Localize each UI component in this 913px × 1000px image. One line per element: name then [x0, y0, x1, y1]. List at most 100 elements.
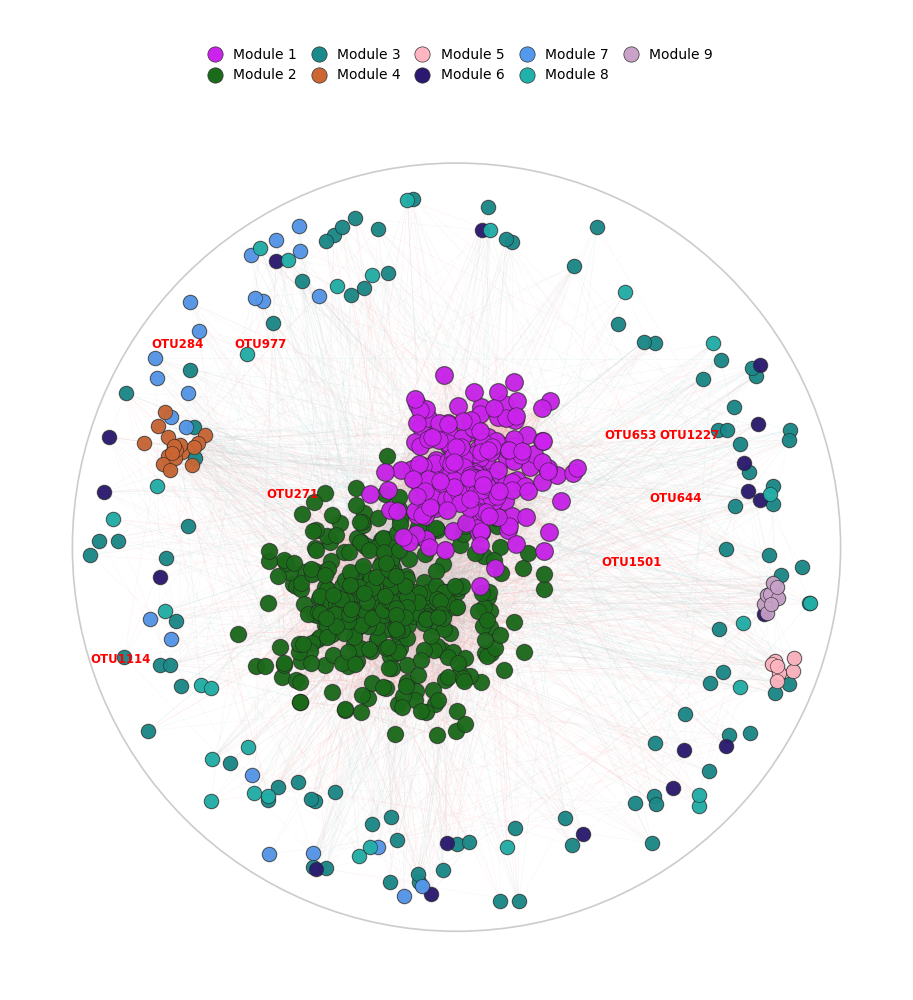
Point: [481, 508, 496, 524]
Point: [372, 594, 386, 610]
Point: [702, 675, 717, 691]
Point: [393, 599, 407, 615]
Point: [311, 631, 326, 647]
Point: [414, 603, 428, 619]
Point: [446, 523, 460, 539]
Point: [498, 410, 513, 426]
Point: [450, 444, 465, 460]
Point: [476, 618, 490, 634]
Point: [359, 612, 373, 628]
Point: [157, 404, 172, 420]
Point: [384, 564, 399, 580]
Point: [382, 568, 396, 584]
Point: [472, 477, 487, 493]
Point: [782, 422, 797, 438]
Point: [342, 544, 357, 560]
Point: [518, 478, 532, 494]
Point: [467, 470, 482, 486]
Point: [782, 676, 796, 692]
Point: [399, 587, 414, 603]
Point: [342, 544, 357, 560]
Point: [319, 610, 333, 626]
Point: [491, 484, 506, 500]
Point: [785, 663, 800, 679]
Point: [419, 608, 434, 624]
Point: [163, 409, 178, 425]
Point: [628, 795, 643, 811]
Point: [498, 231, 513, 247]
Point: [466, 420, 480, 436]
Point: [455, 578, 469, 594]
Point: [456, 489, 471, 505]
Point: [757, 606, 771, 622]
Point: [450, 584, 465, 600]
Point: [358, 538, 373, 554]
Point: [385, 579, 400, 595]
Point: [173, 437, 187, 453]
Point: [454, 439, 468, 455]
Point: [318, 617, 332, 633]
Point: [261, 792, 276, 808]
Point: [399, 630, 414, 646]
Point: [371, 590, 385, 606]
Point: [414, 652, 428, 668]
Point: [415, 603, 430, 619]
Point: [507, 614, 521, 630]
Point: [429, 563, 444, 579]
Point: [400, 657, 415, 673]
Point: [152, 569, 167, 585]
Point: [541, 462, 556, 478]
Point: [333, 591, 348, 607]
Point: [467, 545, 482, 561]
Point: [361, 576, 375, 592]
Point: [417, 642, 432, 658]
Point: [348, 656, 362, 672]
Point: [467, 490, 482, 506]
Point: [344, 601, 359, 617]
Point: [280, 252, 295, 268]
Point: [337, 600, 352, 616]
Point: [464, 469, 478, 485]
Point: [387, 619, 402, 635]
Point: [119, 385, 133, 401]
Point: [244, 247, 258, 263]
Point: [459, 486, 474, 502]
Point: [301, 606, 316, 622]
Point: [567, 258, 582, 274]
Point: [277, 552, 291, 568]
Point: [457, 518, 472, 534]
Point: [449, 836, 464, 852]
Point: [313, 591, 328, 607]
Point: [309, 522, 323, 538]
Point: [451, 398, 466, 414]
Point: [204, 793, 218, 809]
Point: [448, 467, 463, 483]
Point: [410, 866, 425, 882]
Point: [357, 585, 372, 601]
Point: [362, 839, 377, 855]
Point: [453, 491, 467, 507]
Point: [349, 480, 363, 496]
Point: [337, 600, 352, 616]
Point: [364, 675, 379, 691]
Point: [537, 543, 551, 559]
Point: [392, 593, 406, 609]
Point: [666, 780, 680, 796]
Point: [407, 692, 422, 708]
Point: [295, 506, 310, 522]
Point: [343, 287, 358, 303]
Point: [181, 518, 195, 534]
Point: [648, 796, 663, 812]
Point: [293, 674, 308, 690]
Point: [447, 479, 462, 495]
Point: [424, 581, 438, 597]
Point: [414, 603, 428, 619]
Point: [456, 462, 470, 478]
Point: [412, 456, 426, 472]
Point: [371, 629, 385, 645]
Point: [308, 563, 322, 579]
Point: [411, 519, 425, 535]
Point: [187, 419, 202, 435]
Point: [390, 525, 404, 541]
Point: [378, 595, 393, 611]
